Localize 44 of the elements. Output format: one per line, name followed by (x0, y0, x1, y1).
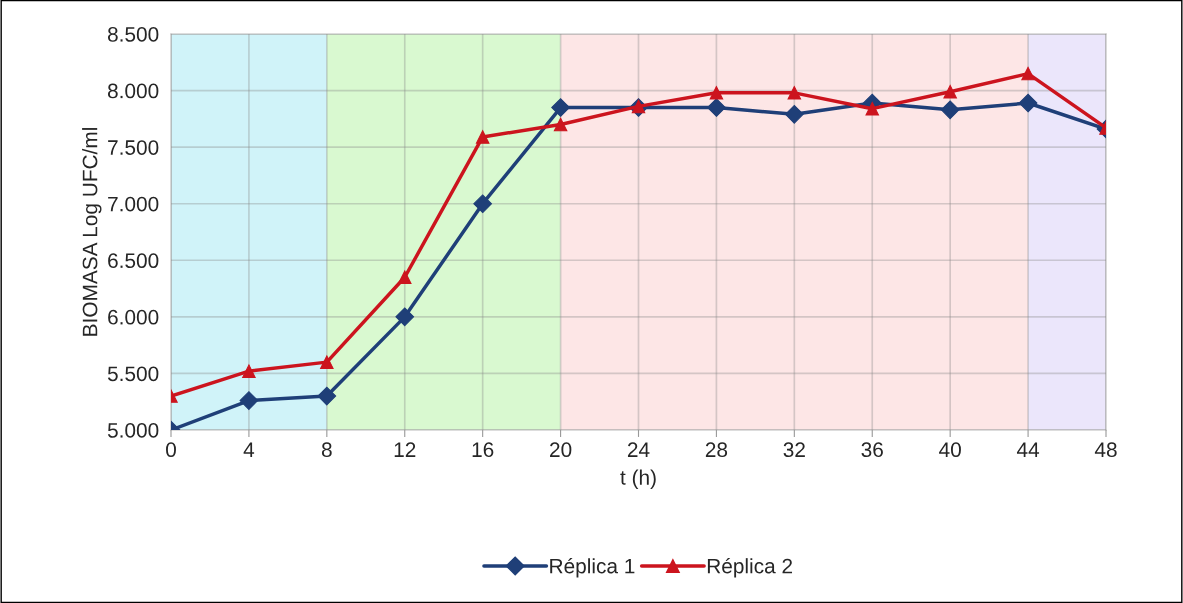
y-tick-label: 5.500 (107, 366, 159, 382)
x-tick-label: 8 (321, 442, 332, 458)
point (1021, 66, 1035, 81)
x-tick-label: 48 (1094, 442, 1117, 458)
point (940, 100, 960, 120)
point (397, 270, 412, 285)
x-axis-title: t (h) (620, 469, 656, 489)
y-tick-label: 6.000 (108, 309, 159, 325)
y-tick-label: 8.000 (107, 83, 159, 99)
legend-label: Réplica 2 (707, 557, 793, 578)
legend-label: Réplica 1 (550, 557, 635, 578)
point (239, 391, 259, 410)
x-tick-label: 44 (1016, 442, 1040, 457)
point (242, 364, 256, 378)
point (865, 101, 880, 116)
point (317, 386, 337, 406)
point (395, 307, 415, 327)
point (473, 194, 493, 214)
x-tick-label: 40 (939, 442, 961, 458)
y-tick-label: 8.500 (107, 27, 159, 42)
x-tick-label: 36 (861, 442, 883, 458)
x-tick-label: 12 (394, 442, 416, 457)
x-tick-label: 20 (550, 442, 572, 458)
point (787, 86, 802, 100)
point (551, 98, 570, 117)
x-tick-label: 24 (627, 442, 650, 457)
point (784, 104, 804, 124)
point (709, 86, 724, 100)
point (320, 355, 334, 369)
y-tick-label: 7.000 (108, 196, 159, 212)
x-tick-label: 16 (472, 442, 494, 458)
point (553, 117, 568, 132)
y-axis-title: BIOMASA Log UFC/ml (82, 128, 102, 336)
point (943, 84, 957, 99)
point (475, 130, 490, 144)
x-tick-label: 4 (243, 442, 255, 457)
y-tick-label: 7.500 (108, 140, 159, 155)
x-tick-label: 0 (166, 442, 176, 458)
point (707, 98, 726, 117)
y-tick-label: 6.500 (108, 253, 159, 269)
x-tick-label: 28 (705, 442, 728, 458)
x-tick-label: 32 (783, 442, 805, 458)
y-tick-label: 5.000 (107, 423, 159, 438)
point (1018, 93, 1038, 113)
